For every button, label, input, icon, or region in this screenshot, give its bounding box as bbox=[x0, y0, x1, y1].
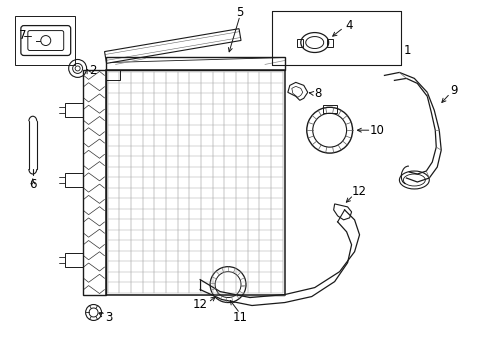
Text: 8: 8 bbox=[314, 87, 321, 100]
Text: 10: 10 bbox=[370, 124, 385, 137]
Text: 6: 6 bbox=[29, 179, 37, 192]
Text: 12: 12 bbox=[352, 185, 367, 198]
Text: 7: 7 bbox=[19, 29, 26, 42]
Text: 2: 2 bbox=[89, 64, 97, 77]
Text: 3: 3 bbox=[105, 311, 112, 324]
Bar bbox=[105, 58, 285, 71]
Bar bbox=[272, 11, 401, 66]
Bar bbox=[105, 71, 285, 294]
Bar bbox=[65, 173, 83, 187]
Text: 9: 9 bbox=[450, 84, 458, 97]
Bar bbox=[327, 39, 333, 46]
Bar bbox=[15, 15, 74, 66]
Bar bbox=[297, 39, 303, 46]
Text: 1: 1 bbox=[404, 44, 411, 57]
Bar bbox=[105, 71, 121, 80]
Text: 5: 5 bbox=[236, 6, 244, 19]
Text: 4: 4 bbox=[346, 19, 353, 32]
Bar bbox=[65, 103, 83, 117]
Text: 12: 12 bbox=[193, 298, 208, 311]
Text: 11: 11 bbox=[233, 311, 247, 324]
Bar bbox=[83, 71, 105, 294]
Bar bbox=[65, 253, 83, 267]
Bar bbox=[323, 105, 337, 113]
